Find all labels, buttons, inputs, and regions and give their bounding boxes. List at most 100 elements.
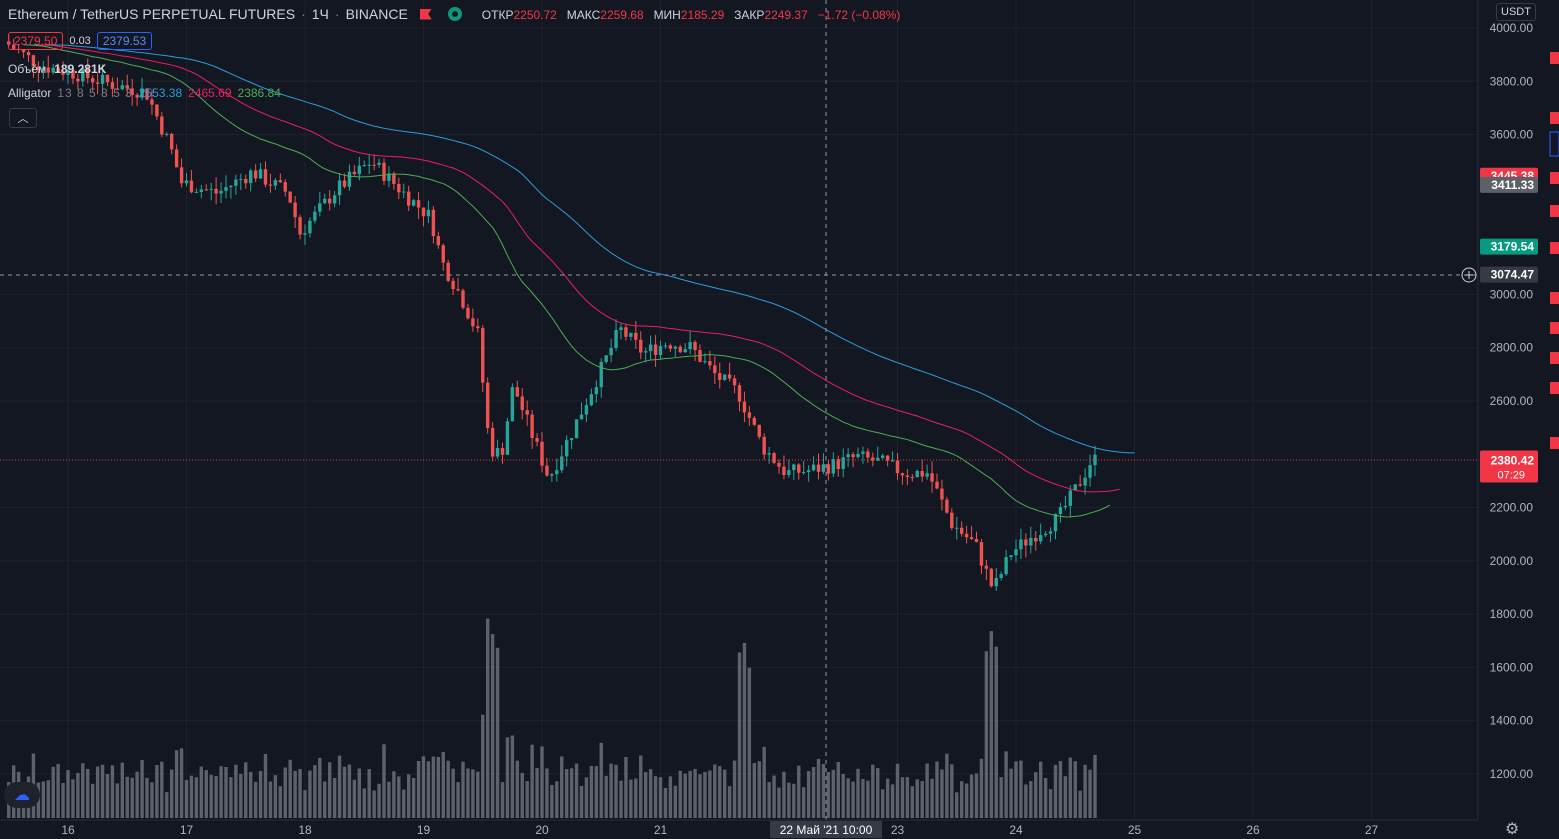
volume-legend[interactable]: Объём 189.281K [8, 62, 106, 76]
volume-bar [337, 755, 342, 818]
candle-body [51, 67, 55, 73]
collapse-legend-button[interactable]: ︿ [9, 108, 37, 128]
volume-bar [989, 631, 994, 818]
alert-marker[interactable] [1550, 322, 1559, 334]
candle-body [703, 361, 707, 363]
candle-body [303, 233, 307, 235]
candle-body [1043, 533, 1048, 536]
candle-body [787, 470, 791, 476]
alert-marker[interactable] [1550, 52, 1559, 64]
price-tag [1480, 176, 1538, 193]
tradingview-logo-icon[interactable]: ☁ [4, 782, 40, 808]
currency-label[interactable]: USDT [1496, 3, 1536, 21]
volume-bar [145, 777, 149, 818]
candle-body [1038, 535, 1043, 542]
volume-bar [273, 775, 278, 818]
volume-bar [76, 772, 80, 818]
candle-body [643, 351, 648, 353]
add-alert-icon[interactable] [1461, 267, 1477, 283]
volume-bar [426, 761, 431, 818]
volume-bar [189, 775, 194, 818]
alligator-legend[interactable]: Alligator 13 8 5 8 5 3 2553.38 2465.69 2386.… [8, 86, 281, 100]
volume-bar [244, 762, 248, 818]
candle-body [816, 464, 821, 472]
candle-body [777, 462, 781, 467]
volume-bar [298, 769, 302, 818]
alert-marker[interactable] [1550, 112, 1559, 124]
alert-marker[interactable] [1550, 437, 1559, 449]
candle-body [905, 475, 910, 478]
volume-bar [352, 779, 357, 818]
alert-marker[interactable] [1549, 131, 1559, 157]
candle-body [510, 387, 515, 422]
volume-bar [540, 746, 544, 818]
volume-bar [1038, 761, 1043, 818]
alert-marker[interactable] [1550, 172, 1559, 184]
time-axis-label: 18 [298, 823, 312, 837]
price-axis[interactable]: 4000.00 3800.00 3600.00 3000.00 2800.00 2600.… [1477, 0, 1559, 820]
candle-body [594, 387, 599, 395]
candle-body [1014, 549, 1018, 556]
candle-body [327, 198, 332, 204]
candle-body [115, 88, 120, 90]
candle-body [821, 464, 826, 472]
candle-body [1053, 514, 1058, 532]
price-axis-tick: 1800.00 [1490, 607, 1534, 621]
symbol-name[interactable]: Ethereum / TetherUS PERPETUAL FUTURES [8, 6, 296, 22]
candle-body [140, 88, 144, 98]
flag-icon[interactable] [419, 8, 432, 20]
volume-bar [293, 770, 297, 818]
volume-bar [357, 768, 362, 818]
sell-button[interactable]: 2379.50 [8, 32, 64, 50]
candle-body [1078, 484, 1082, 486]
candle-body [560, 456, 564, 471]
volume-bar [718, 766, 722, 818]
candle-body [318, 203, 322, 212]
alert-marker[interactable] [1550, 292, 1559, 304]
volume-bar [51, 766, 55, 818]
candle-body [895, 460, 900, 474]
candle-body [130, 88, 134, 95]
svg-text:22 Май '21 10:00: 22 Май '21 10:00 [780, 823, 873, 837]
time-axis[interactable]: 16 17 18 19 20 21 23 24 25 26 27 [0, 819, 1478, 838]
candle-body [940, 488, 944, 500]
candle-body [935, 481, 939, 489]
volume-bar [560, 756, 564, 818]
candle-body [826, 464, 831, 474]
volume-bar [910, 786, 915, 818]
volume-bar [485, 618, 490, 818]
candle-body [451, 280, 455, 290]
candle-body [461, 290, 465, 308]
volume-bar [836, 761, 840, 818]
alert-marker[interactable] [1550, 205, 1559, 217]
candle-body [1088, 465, 1092, 478]
volume-bar [693, 768, 697, 818]
candle-body [1029, 537, 1033, 546]
interval-label[interactable]: 1Ч [311, 6, 329, 22]
alert-marker[interactable] [1550, 352, 1559, 364]
candle-body [648, 344, 653, 352]
price-tag [1480, 238, 1538, 255]
candle-body [105, 74, 110, 83]
buy-button[interactable]: 2379.53 [96, 32, 153, 50]
volume-bar [288, 759, 292, 818]
alligator-jaw-line [48, 44, 1135, 454]
alligator-lines [23, 44, 1135, 518]
candle-body [742, 401, 747, 413]
candle-body [639, 339, 643, 353]
gear-icon[interactable]: ⚙ [1505, 821, 1520, 838]
volume-bar [367, 769, 371, 818]
close-label: ЗАКР [734, 8, 765, 22]
candle-body [564, 440, 569, 457]
volume-bar [959, 781, 964, 818]
candle-body [688, 342, 692, 350]
candle-body [950, 512, 954, 528]
volume-bar [95, 766, 100, 818]
candle-body [762, 436, 766, 455]
spread-value: 0.03 [69, 35, 91, 47]
alert-marker[interactable] [1550, 382, 1559, 394]
candle-body [41, 67, 46, 71]
volume-bar [821, 763, 826, 818]
alert-marker[interactable] [1550, 242, 1559, 254]
